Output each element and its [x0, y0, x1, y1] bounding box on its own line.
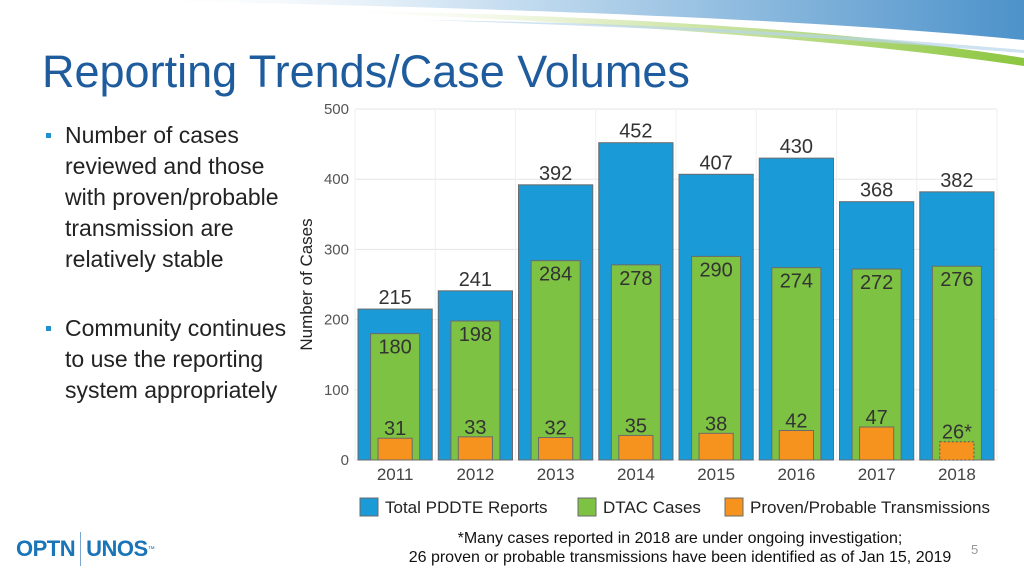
x-tick-label: 2017: [858, 465, 896, 484]
data-label-total: 452: [619, 121, 652, 143]
x-tick-label: 2012: [456, 465, 494, 484]
data-label-dtac: 180: [378, 337, 411, 359]
bullet-marker: [46, 326, 51, 331]
bar-dtac: [691, 255, 742, 461]
bullet-text: Number of cases reviewed and those with …: [65, 122, 279, 272]
x-tick-label: 2013: [537, 465, 575, 484]
data-label-proven: 33: [464, 417, 486, 439]
data-label-dtac: 274: [780, 271, 813, 293]
bar-proven-probable: [457, 436, 493, 461]
data-label-proven: 47: [866, 407, 888, 429]
bar-proven-probable: [377, 437, 413, 461]
logo-divider: [80, 532, 82, 566]
legend-swatch: [724, 497, 744, 517]
data-label-total: 241: [459, 269, 492, 291]
x-tick-label: 2014: [617, 465, 655, 484]
data-label-total: 407: [699, 152, 732, 174]
bar-proven-probable: [698, 432, 734, 461]
bar-dtac: [610, 264, 661, 461]
optn-unos-logo: OPTN UNOS ™: [16, 530, 155, 568]
y-tick-label: 500: [324, 101, 349, 118]
bar-proven-probable: [618, 434, 654, 461]
y-axis-label: Number of Cases: [297, 218, 316, 350]
header-swoosh: [120, 0, 1024, 66]
bullet-item: Number of cases reviewed and those with …: [44, 120, 289, 275]
bar-proven-probable: [859, 426, 895, 461]
data-label-proven: 35: [625, 415, 647, 437]
page-title: Reporting Trends/Case Volumes: [42, 46, 690, 97]
data-label-dtac: 272: [860, 272, 893, 294]
logo-optn: OPTN: [16, 536, 76, 561]
y-tick-label: 0: [341, 452, 349, 469]
data-label-dtac: 290: [699, 259, 732, 281]
data-label-dtac: 276: [940, 269, 973, 291]
y-tick-label: 100: [324, 382, 349, 399]
legend-swatch: [577, 497, 597, 517]
x-tick-label: 2015: [697, 465, 735, 484]
logo-trademark: ™: [147, 545, 155, 553]
data-label-total: 382: [940, 170, 973, 192]
data-label-total: 368: [860, 180, 893, 202]
data-label-dtac: 284: [539, 264, 572, 286]
footnote-line: *Many cases reported in 2018 are under o…: [457, 530, 903, 547]
x-tick-label: 2018: [938, 465, 976, 484]
bar-dtac: [530, 260, 581, 461]
data-label-proven: 38: [705, 413, 727, 435]
legend-label: DTAC Cases: [603, 498, 701, 517]
data-label-proven: 26*: [942, 422, 972, 444]
data-label-dtac: 278: [619, 268, 652, 290]
y-tick-label: 200: [324, 312, 349, 329]
bullet-marker: [46, 133, 51, 138]
y-tick-label: 400: [324, 171, 349, 188]
bullet-list: Number of cases reviewed and those with …: [44, 120, 289, 406]
bar-dtac: [771, 267, 822, 461]
bar-proven-probable: [939, 441, 975, 461]
logo-unos: UNOS: [86, 536, 148, 561]
data-label-total: 215: [378, 287, 411, 309]
data-label-total: 430: [780, 136, 813, 158]
bar-dtac: [931, 265, 982, 461]
page-number: 5: [971, 542, 979, 557]
legend-label: Proven/Probable Transmissions: [750, 498, 990, 517]
legend-label: Total PDDTE Reports: [385, 498, 548, 517]
footnote: *Many cases reported in 2018 are under o…: [330, 529, 1024, 567]
data-label-proven: 32: [545, 418, 567, 440]
x-tick-label: 2011: [377, 465, 414, 484]
bullet-item: Community continues to use the reporting…: [44, 313, 289, 406]
bar-proven-probable: [538, 437, 574, 461]
bar-proven-probable: [778, 430, 814, 461]
footnote-line: 26 proven or probable transmissions have…: [408, 549, 952, 566]
data-label-proven: 31: [384, 418, 406, 440]
x-tick-label: 2016: [777, 465, 815, 484]
y-tick-label: 300: [324, 241, 349, 258]
data-label-proven: 42: [785, 411, 807, 433]
data-label-dtac: 198: [459, 324, 492, 346]
legend-swatch: [359, 497, 379, 517]
bullet-text: Community continues to use the reporting…: [65, 315, 287, 403]
case-volume-chart: 0 100 200 300 400 500 Number of Cases 215 180 31 2…: [297, 101, 998, 517]
data-label-total: 392: [539, 163, 572, 185]
